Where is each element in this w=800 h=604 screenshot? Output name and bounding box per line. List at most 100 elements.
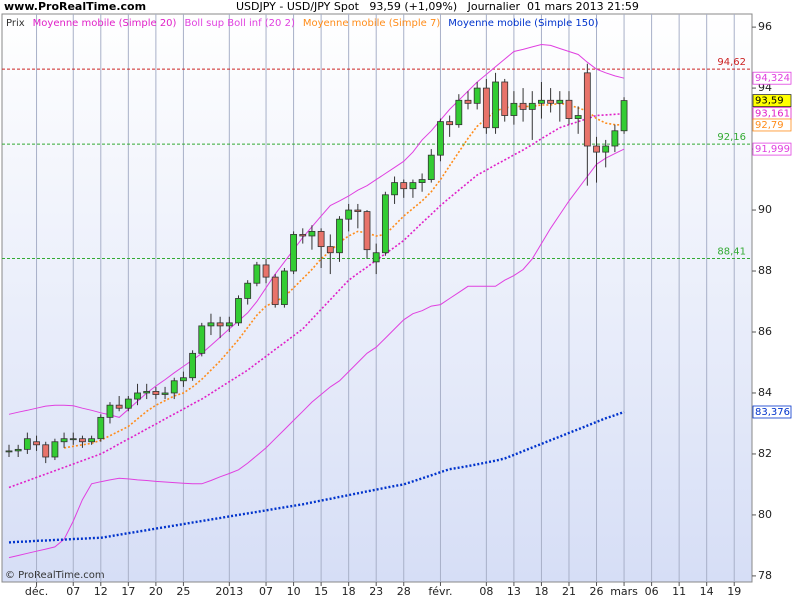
candle-body (33, 441, 40, 446)
candle-body (620, 100, 628, 132)
candle-body (97, 416, 105, 440)
candle-body (538, 99, 545, 104)
candle-body (115, 404, 123, 409)
x-tick-label: 19 (727, 585, 741, 598)
candle-body (253, 264, 261, 284)
value-tag-box (752, 118, 792, 132)
candle-body (363, 211, 371, 251)
candle-body (427, 154, 435, 180)
candle-body (400, 182, 408, 190)
level-label: 92,16 (717, 132, 746, 143)
x-tick-label: 14 (700, 585, 714, 598)
x-tick-label: 07 (66, 585, 80, 598)
candle-body (565, 99, 573, 119)
candle-body (180, 377, 187, 382)
candle-body (574, 115, 582, 119)
candle-body (437, 121, 444, 156)
candle-body (69, 438, 77, 441)
value-tag: 91,999 (755, 144, 790, 155)
value-tag: 83,376 (755, 407, 790, 418)
candle-body (198, 325, 206, 354)
x-tick-label: 13 (507, 585, 521, 598)
candle-body (528, 102, 536, 110)
candle-body (391, 182, 398, 196)
candle-body (482, 87, 490, 129)
x-tick-label: 28 (397, 585, 411, 598)
candle-body (583, 72, 591, 147)
y-tick-label: 82 (758, 447, 772, 460)
y-tick-label: 96 (758, 20, 772, 33)
value-tag-box (752, 142, 792, 156)
legend-entry: Moyenne mobile (Simple 150) (448, 18, 598, 29)
x-tick-label: 12 (94, 585, 108, 598)
legend-entry: Prix (6, 18, 25, 29)
level-label: 88,41 (717, 247, 746, 258)
candle-body (225, 322, 233, 327)
y-tick-label: 78 (758, 569, 772, 582)
candle-body (611, 130, 619, 147)
candle-body (152, 391, 160, 395)
x-tick-label: 17 (121, 585, 135, 598)
candle-body (14, 448, 22, 452)
candle-body (170, 380, 178, 394)
candle-body (381, 194, 389, 254)
candle-body (418, 179, 426, 184)
site-name: www.ProRealTime.com (4, 0, 146, 13)
plot-area (1, 13, 753, 583)
y-tick-label: 80 (758, 508, 772, 521)
candle-body (336, 218, 343, 254)
candle-body (143, 391, 151, 394)
candle-body (473, 87, 481, 104)
candle-body (244, 282, 252, 299)
candle-body (593, 145, 600, 153)
candle-body (510, 102, 518, 116)
bollinger-lower (8, 148, 625, 559)
legend-entry: Moyenne mobile (Simple 7) (303, 18, 441, 29)
candle-body (326, 246, 334, 254)
candle-body (262, 264, 270, 278)
candle-body (60, 438, 68, 443)
candle-body (501, 81, 509, 116)
value-tag-box (752, 94, 792, 107)
value-tag-box (752, 405, 792, 419)
x-tick-label: mars (610, 585, 638, 598)
candle-body (235, 298, 242, 324)
chart-title: USDJPY - USD/JPY Spot 93,59 (+1,09%) Jou… (236, 0, 639, 13)
value-tag: 94,324 (755, 73, 790, 84)
y-tick-label: 90 (758, 203, 772, 216)
x-tick-label: 15 (314, 585, 328, 598)
candle-body (547, 99, 555, 104)
candle-body (79, 438, 86, 443)
y-tick-label: 86 (758, 325, 772, 338)
candle-body (317, 230, 325, 248)
candle-body (345, 209, 353, 220)
candle-body (42, 444, 50, 458)
copyright: © ProRealTime.com (5, 570, 105, 581)
value-tag: 93,161 (755, 109, 790, 120)
candle-body (519, 102, 527, 110)
candle-body (354, 209, 362, 212)
level-label: 94,62 (717, 57, 746, 68)
y-tick-label: 84 (758, 386, 772, 399)
candle-body (409, 182, 417, 190)
x-tick-label: 25 (176, 585, 190, 598)
candle-body (602, 145, 610, 153)
candle-body (299, 234, 307, 237)
y-tick-label: 88 (758, 264, 772, 277)
x-tick-label: 10 (287, 585, 301, 598)
candle-body (134, 392, 141, 400)
candle-body (207, 322, 215, 327)
legend-entry: Moyenne mobile (Simple 20) (33, 18, 177, 29)
candle-body (464, 99, 472, 104)
candle-body (106, 404, 114, 418)
candle-body (556, 99, 564, 104)
x-tick-label: 11 (672, 585, 686, 598)
candle-body (280, 270, 288, 305)
candle-body (455, 99, 463, 126)
x-tick-label: 21 (562, 585, 576, 598)
x-tick-label: 18 (342, 585, 356, 598)
candle-body (446, 121, 454, 126)
legend-entry: Boll sup Boll inf (20 2) (184, 18, 294, 29)
x-tick-label: 23 (369, 585, 383, 598)
